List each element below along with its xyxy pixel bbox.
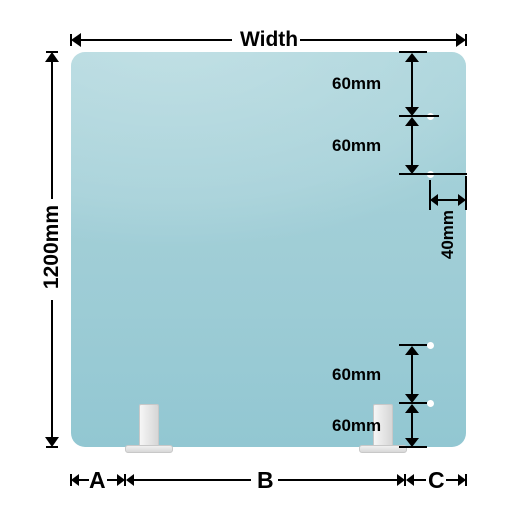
dim-60-label: 60mm — [332, 365, 381, 385]
diagram-canvas: Width 1200mm A B C 60mm 60mm 40mm — [0, 0, 510, 510]
seg-a-line — [107, 479, 117, 481]
arrow-head-down — [405, 165, 419, 174]
dim-60-label: 60mm — [332, 416, 381, 436]
mounting-hole — [427, 342, 434, 349]
dim-line — [411, 60, 413, 108]
arrow-head-up — [405, 346, 419, 355]
arrow-head-up — [405, 53, 419, 62]
dim-line — [411, 411, 413, 439]
arrow-head-down — [45, 437, 59, 447]
arrow-head-down — [405, 438, 419, 447]
arrow-head-right — [458, 194, 466, 206]
height-label: 1200mm — [40, 205, 64, 289]
arrow-head-down — [405, 394, 419, 403]
seg-c-line — [446, 479, 458, 481]
arrow-head-right — [458, 474, 466, 486]
arrow-head-right — [397, 474, 405, 486]
dim-width-line-right — [300, 39, 460, 41]
arrow-head-down — [405, 107, 419, 116]
arrow-head-up — [405, 117, 419, 126]
seg-b-line — [278, 479, 397, 481]
foot-base — [125, 445, 173, 453]
arrow-head-up — [45, 52, 59, 62]
arrow-head-left — [430, 194, 438, 206]
seg-b-label: B — [257, 467, 274, 494]
dim-width-line-left — [78, 39, 232, 41]
seg-a-line — [79, 479, 89, 481]
arrow-head-right — [117, 474, 125, 486]
dim-60-label: 60mm — [332, 74, 381, 94]
seg-b-line — [134, 479, 251, 481]
seg-a-label: A — [89, 467, 106, 494]
width-label: Width — [240, 28, 298, 52]
seg-c-label: C — [428, 467, 445, 494]
arrow-head-up — [405, 404, 419, 413]
foot-stem — [139, 404, 159, 445]
support-foot-left — [125, 404, 173, 453]
dim-60-label: 60mm — [332, 136, 381, 156]
dim-line — [411, 353, 413, 395]
dim-height-line-bottom — [51, 300, 53, 440]
dim-height-line-top — [51, 59, 53, 199]
dim-line — [437, 199, 459, 201]
arrow-head-left — [71, 33, 81, 47]
dim-40-label: 40mm — [438, 210, 458, 259]
seg-c-line — [414, 479, 426, 481]
arrow-head-left — [406, 474, 414, 486]
mounting-hole — [427, 400, 434, 407]
arrow-head-left — [71, 474, 79, 486]
arrow-head-right — [456, 33, 466, 47]
dim-line — [411, 124, 413, 166]
arrow-head-left — [126, 474, 134, 486]
